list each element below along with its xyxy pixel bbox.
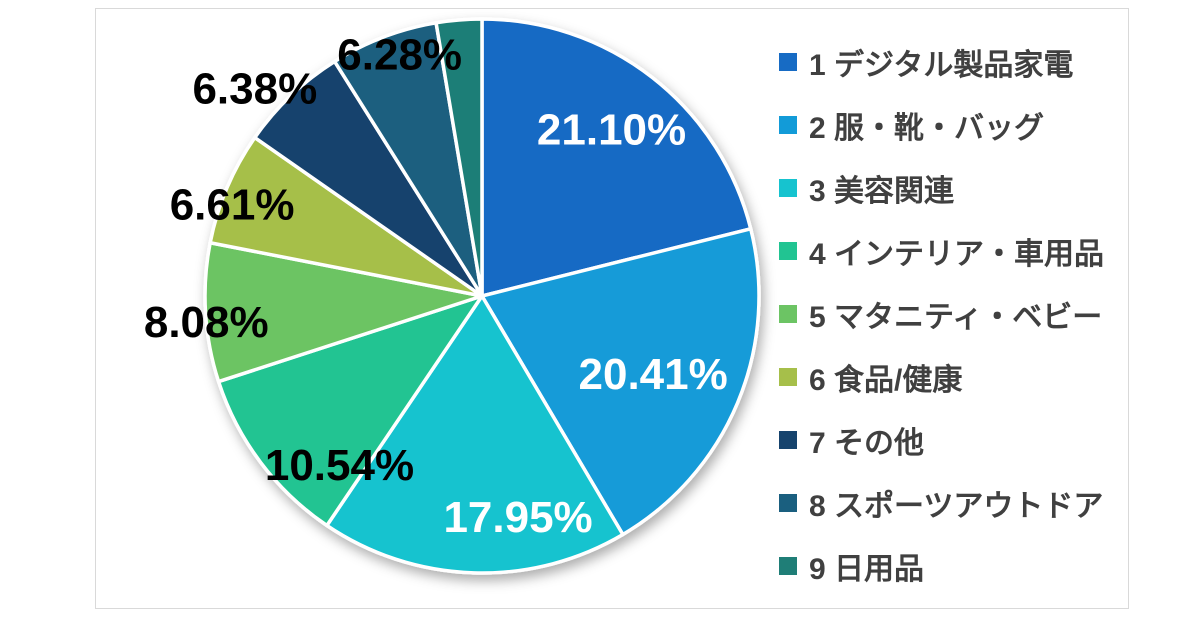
legend-label: 4 インテリア・車用品 — [809, 238, 1105, 271]
legend-label: 3 美容関連 — [809, 175, 955, 208]
data-label-3: 17.95% — [443, 493, 592, 542]
legend-label: 1 デジタル製品家電 — [809, 49, 1074, 82]
legend-item-6: 6 食品/健康 — [779, 357, 962, 397]
legend-swatch-icon — [779, 557, 797, 575]
legend-swatch-icon — [779, 242, 797, 260]
pie-slice-5 — [203, 240, 484, 384]
legend-item-5: 5 マタニティ・ベビー — [779, 294, 1102, 334]
data-label-5: 8.08% — [144, 298, 269, 347]
data-label-7: 6.38% — [192, 64, 317, 113]
legend-label: 2 服・靴・バッグ — [809, 112, 1045, 145]
legend-item-8: 8 スポーツアウトドア — [779, 483, 1103, 523]
pie-slice-7 — [253, 59, 484, 298]
pie-slice-6 — [208, 135, 484, 298]
data-label-1: 21.10% — [537, 106, 686, 155]
pie-slice-9 — [434, 17, 484, 298]
pie-slice-2 — [480, 227, 761, 537]
pie-slice-3 — [325, 294, 625, 575]
legend: 1 デジタル製品家電 2 服・靴・バッグ 3 美容関連 4 インテリア・車用品 5 マタ… — [779, 9, 1129, 610]
data-label-6: 6.61% — [170, 181, 295, 230]
pie-slice-1 — [480, 17, 753, 298]
legend-item-2: 2 服・靴・バッグ — [779, 105, 1044, 145]
legend-swatch-icon — [779, 305, 797, 323]
data-label-2: 20.41% — [579, 350, 728, 399]
legend-item-4: 4 インテリア・車用品 — [779, 231, 1104, 271]
legend-swatch-icon — [779, 368, 797, 386]
legend-label: 6 食品/健康 — [809, 364, 963, 397]
legend-swatch-icon — [779, 116, 797, 134]
legend-label: 8 スポーツアウトドア — [809, 490, 1104, 523]
legend-swatch-icon — [779, 179, 797, 197]
data-label-8: 6.28% — [337, 30, 462, 79]
legend-item-9: 9 日用品 — [779, 546, 924, 586]
pie-slices — [203, 17, 761, 575]
legend-swatch-icon — [779, 494, 797, 512]
legend-label: 7 その他 — [809, 427, 925, 460]
legend-swatch-icon — [779, 53, 797, 71]
legend-item-7: 7 その他 — [779, 420, 924, 460]
data-label-4: 10.54% — [265, 441, 414, 490]
legend-swatch-icon — [779, 431, 797, 449]
legend-label: 9 日用品 — [809, 553, 925, 586]
chart-card: 21.10% 20.41% 17.95% 10.54% 8.08% 6.61% 6.38% 6… — [95, 8, 1129, 609]
pie-slice-4 — [216, 294, 484, 528]
legend-item-1: 1 デジタル製品家電 — [779, 42, 1073, 82]
legend-item-3: 3 美容関連 — [779, 168, 954, 208]
pie-chart: 21.10% 20.41% 17.95% 10.54% 8.08% 6.61% 6.38% 6… — [144, 17, 761, 575]
legend-label: 5 マタニティ・ベビー — [809, 301, 1103, 334]
pie-data-labels: 21.10% 20.41% 17.95% 10.54% 8.08% 6.61% 6.38% 6… — [144, 30, 728, 542]
